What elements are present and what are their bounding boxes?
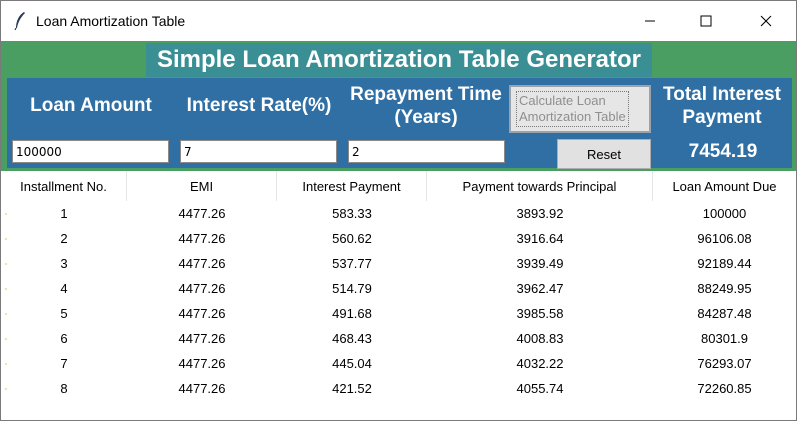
row-marker <box>5 288 7 290</box>
cell-loan-due: 88249.95 <box>697 281 752 296</box>
column-header-emi[interactable]: EMI <box>127 171 277 201</box>
cell-installment: 5 <box>60 306 68 321</box>
close-button[interactable] <box>737 1 795 41</box>
repayment-time-label: Repayment Time (Years) <box>343 83 509 129</box>
column-header-installment[interactable]: Installment No. <box>1 171 127 201</box>
cell-interest: 421.52 <box>332 381 372 396</box>
row-marker <box>5 313 7 315</box>
cell-installment: 3 <box>60 256 68 271</box>
maximize-button[interactable] <box>677 1 735 41</box>
cell-installment: 6 <box>60 331 68 346</box>
cell-principal: 3939.49 <box>516 256 564 271</box>
table-header: Installment No. EMI Interest Payment Pay… <box>1 171 796 201</box>
cell-emi: 4477.26 <box>178 306 226 321</box>
cell-emi: 4477.26 <box>178 381 226 396</box>
cell-loan-due: 84287.48 <box>697 306 752 321</box>
page-title: Simple Loan Amortization Table Generator <box>146 43 652 77</box>
cell-principal: 4008.83 <box>516 331 564 346</box>
column-header-interest[interactable]: Interest Payment <box>277 171 427 201</box>
table-row[interactable]: 5 4477.26 491.68 3985.58 84287.48 <box>1 301 796 326</box>
cell-principal: 3985.58 <box>516 306 564 321</box>
calculate-button[interactable]: Calculate Loan Amortization Table <box>509 85 651 133</box>
calculate-label-line2: Amortization Table <box>519 109 626 124</box>
row-marker <box>5 238 7 240</box>
table-row[interactable]: 6 4477.26 468.43 4008.83 80301.9 <box>1 326 796 351</box>
feather-icon <box>14 12 25 31</box>
cell-loan-due: 72260.85 <box>697 381 752 396</box>
reset-button[interactable]: Reset <box>557 139 651 169</box>
interest-rate-input[interactable] <box>180 140 337 163</box>
cell-emi: 4477.26 <box>178 331 226 346</box>
table-row[interactable]: 1 4477.26 583.33 3893.92 100000 <box>1 201 796 226</box>
repayment-time-label-line1: Repayment Time <box>350 84 502 105</box>
cell-emi: 4477.26 <box>178 206 226 221</box>
cell-emi: 4477.26 <box>178 281 226 296</box>
cell-loan-due: 96106.08 <box>697 231 752 246</box>
cell-emi: 4477.26 <box>178 231 226 246</box>
minimize-button[interactable] <box>621 1 679 41</box>
close-icon <box>760 15 772 27</box>
cell-installment: 2 <box>60 231 68 246</box>
cell-principal: 3893.92 <box>516 206 564 221</box>
cell-loan-due: 80301.9 <box>701 331 748 346</box>
cell-loan-due: 76293.07 <box>697 356 752 371</box>
column-header-principal[interactable]: Payment towards Principal <box>427 171 653 201</box>
cell-principal: 3962.47 <box>516 281 564 296</box>
cell-interest: 468.43 <box>332 331 372 346</box>
cell-principal: 4055.74 <box>516 381 564 396</box>
window-title: Loan Amortization Table <box>36 13 186 29</box>
cell-loan-due: 92189.44 <box>697 256 752 271</box>
total-interest-label-line2: Payment <box>682 107 762 128</box>
cell-installment: 4 <box>60 281 68 296</box>
loan-amount-label: Loan Amount <box>30 95 152 116</box>
maximize-icon <box>700 15 712 27</box>
horizontal-scrollbar[interactable] <box>1 401 796 415</box>
cell-installment: 7 <box>60 356 68 371</box>
title-bar[interactable]: Loan Amortization Table <box>1 1 796 41</box>
row-marker <box>5 388 7 390</box>
total-interest-label-line1: Total Interest <box>663 84 781 105</box>
loan-amount-input[interactable] <box>12 140 169 163</box>
row-marker <box>5 363 7 365</box>
cell-principal: 4032.22 <box>516 356 564 371</box>
cell-emi: 4477.26 <box>178 256 226 271</box>
column-header-loan-due[interactable]: Loan Amount Due <box>672 178 777 194</box>
interest-rate-label: Interest Rate(%) <box>186 95 332 116</box>
repayment-time-label-line2: (Years) <box>394 107 458 128</box>
table-row[interactable]: 8 4477.26 421.52 4055.74 72260.85 <box>1 376 796 401</box>
amortization-table: Installment No. EMI Interest Payment Pay… <box>1 171 796 415</box>
row-marker <box>5 338 7 340</box>
cell-interest: 514.79 <box>332 281 372 296</box>
table-row[interactable]: 7 4477.26 445.04 4032.22 76293.07 <box>1 351 796 376</box>
cell-interest: 583.33 <box>332 206 372 221</box>
calculate-button-label: Calculate Loan Amortization Table <box>516 91 629 127</box>
calculate-label-line1: Calculate Loan <box>519 93 606 108</box>
table-row[interactable]: 2 4477.26 560.62 3916.64 96106.08 <box>1 226 796 251</box>
total-interest-value: 7454.19 <box>688 141 758 162</box>
table-row[interactable]: 4 4477.26 514.79 3962.47 88249.95 <box>1 276 796 301</box>
repayment-time-input[interactable] <box>348 140 505 163</box>
cell-loan-due: 100000 <box>702 206 747 221</box>
cell-emi: 4477.26 <box>178 356 226 371</box>
cell-interest: 491.68 <box>332 306 372 321</box>
table-row[interactable]: 3 4477.26 537.77 3939.49 92189.44 <box>1 251 796 276</box>
cell-installment: 1 <box>60 206 68 221</box>
minimize-icon <box>645 20 655 22</box>
row-marker <box>5 213 7 215</box>
cell-interest: 537.77 <box>332 256 372 271</box>
cell-installment: 8 <box>60 381 68 396</box>
total-interest-label: Total Interest Payment <box>653 83 791 129</box>
cell-interest: 560.62 <box>332 231 372 246</box>
cell-principal: 3916.64 <box>516 231 564 246</box>
cell-interest: 445.04 <box>332 356 372 371</box>
row-marker <box>5 263 7 265</box>
